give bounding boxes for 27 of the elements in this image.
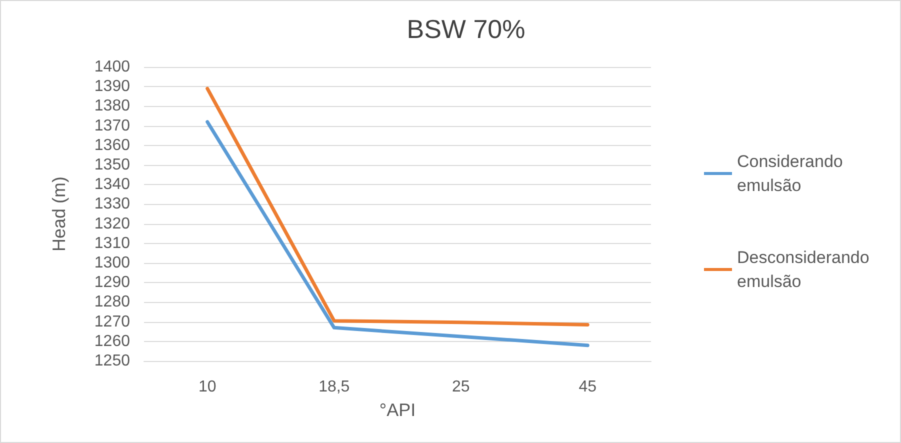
y-tick-label: 1350	[94, 156, 130, 174]
y-tick-label: 1270	[94, 313, 130, 330]
y-tick-label: 1280	[94, 294, 130, 311]
legend-label: Considerando emulsão	[737, 152, 848, 195]
y-tick-label: 1340	[94, 176, 130, 194]
y-tick-label: 1260	[94, 332, 130, 350]
y-tick-label: 1330	[94, 196, 130, 213]
y-tick-label: 1250	[94, 352, 130, 370]
x-tick-label: 25	[452, 378, 470, 396]
x-tick-label: 45	[578, 378, 597, 396]
y-tick-label: 1300	[94, 254, 130, 272]
line-series	[206, 86, 590, 326]
chart-title: BSW 70%	[406, 14, 526, 44]
y-tick-label: 1360	[94, 136, 130, 154]
y-tick-label: 1380	[94, 98, 130, 115]
y-tick-label: 1290	[94, 274, 130, 292]
line-series	[206, 120, 590, 348]
y-axis-title: Head (m)	[49, 176, 69, 252]
y-tick-label: 1310	[94, 234, 130, 252]
x-tick-label: 18,5	[318, 378, 350, 396]
x-axis-title: °API	[379, 400, 416, 420]
legend-label: Desconsiderando emulsão	[737, 248, 874, 291]
y-tick-label: 1370	[94, 117, 130, 134]
y-tick-label: 1390	[94, 78, 130, 96]
y-tick-label: 1400	[94, 58, 130, 76]
x-tick-label: 10	[198, 378, 216, 396]
y-tick-label: 1320	[94, 215, 130, 232]
